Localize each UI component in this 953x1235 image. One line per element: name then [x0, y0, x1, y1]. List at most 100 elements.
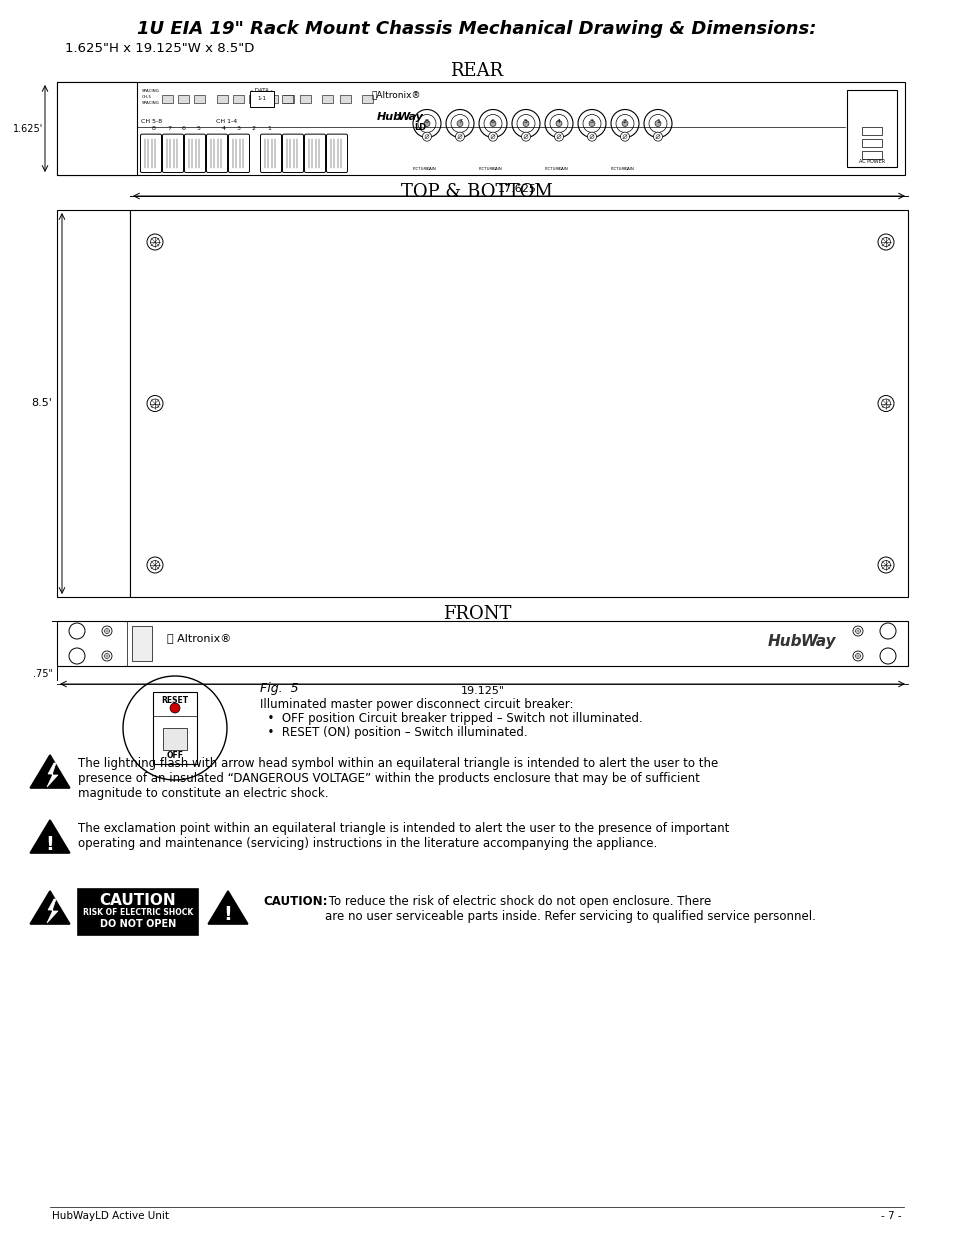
Text: ⓐAltronix®: ⓐAltronix®	[372, 90, 421, 99]
Bar	[862, 127, 882, 135]
Circle shape	[456, 121, 462, 126]
Text: FRONT: FRONT	[442, 605, 511, 622]
Circle shape	[488, 132, 497, 141]
Text: OFF: OFF	[167, 751, 183, 760]
Circle shape	[423, 121, 430, 126]
Bar	[283, 95, 294, 103]
Text: 1.625"H x 19.125"W x 8.5"D: 1.625"H x 19.125"W x 8.5"D	[65, 42, 254, 56]
Bar	[249, 95, 260, 103]
Circle shape	[69, 648, 85, 664]
Circle shape	[621, 121, 627, 126]
Bar	[282, 95, 293, 103]
Circle shape	[556, 121, 561, 126]
Circle shape	[877, 233, 893, 249]
Text: 1: 1	[267, 126, 271, 131]
Text: PICTURE: PICTURE	[610, 167, 627, 170]
Text: 1-1: 1-1	[257, 96, 266, 101]
Text: 4: 4	[222, 126, 226, 131]
Circle shape	[877, 557, 893, 573]
Text: CH 1-4: CH 1-4	[216, 119, 237, 124]
Bar	[233, 95, 244, 103]
Circle shape	[881, 399, 889, 408]
FancyBboxPatch shape	[184, 135, 205, 173]
Text: 7: 7	[457, 119, 461, 124]
Circle shape	[522, 121, 529, 126]
Bar	[862, 140, 882, 147]
Circle shape	[457, 135, 461, 138]
Text: Hub: Hub	[376, 111, 402, 121]
Text: 2: 2	[252, 126, 255, 131]
Circle shape	[588, 121, 595, 126]
FancyBboxPatch shape	[206, 135, 227, 173]
Bar	[267, 95, 277, 103]
Bar	[132, 626, 152, 661]
Text: SPACING: SPACING	[142, 89, 160, 93]
Text: 1U EIA 19" Rack Mount Chassis Mechanical Drawing & Dimensions:: 1U EIA 19" Rack Mount Chassis Mechanical…	[137, 20, 816, 38]
Text: PICTURE: PICTURE	[544, 167, 560, 170]
Bar	[339, 95, 351, 103]
FancyBboxPatch shape	[229, 135, 250, 173]
Circle shape	[589, 135, 594, 138]
Circle shape	[582, 115, 600, 132]
Circle shape	[102, 651, 112, 661]
Polygon shape	[47, 763, 58, 787]
Circle shape	[151, 561, 159, 569]
Circle shape	[619, 132, 629, 141]
Circle shape	[587, 132, 596, 141]
Bar	[57, 621, 907, 666]
Text: 5: 5	[196, 126, 201, 131]
Text: 4: 4	[557, 119, 560, 124]
Circle shape	[151, 237, 159, 247]
Circle shape	[879, 622, 895, 638]
Text: GAIN: GAIN	[493, 167, 502, 170]
Text: PICTURE: PICTURE	[413, 167, 429, 170]
Text: CH 5-8: CH 5-8	[141, 119, 162, 124]
Text: GAIN: GAIN	[427, 167, 436, 170]
Text: CAUTION: CAUTION	[99, 893, 176, 908]
Bar	[216, 95, 228, 103]
Bar	[78, 889, 198, 935]
Circle shape	[877, 395, 893, 411]
FancyBboxPatch shape	[260, 135, 281, 173]
Text: ⓐ Altronix®: ⓐ Altronix®	[167, 634, 231, 643]
Text: 3: 3	[589, 119, 594, 124]
Circle shape	[451, 115, 469, 132]
Text: - DATA -: - DATA -	[251, 88, 273, 93]
Circle shape	[455, 132, 464, 141]
Circle shape	[446, 110, 474, 137]
Circle shape	[517, 115, 535, 132]
Circle shape	[424, 135, 429, 138]
Bar	[130, 210, 907, 597]
Text: 17.625': 17.625'	[497, 184, 539, 194]
Polygon shape	[30, 755, 70, 788]
Circle shape	[147, 395, 163, 411]
Circle shape	[616, 115, 634, 132]
Bar	[846, 90, 896, 167]
Circle shape	[490, 121, 496, 126]
Circle shape	[655, 121, 660, 126]
Circle shape	[881, 237, 889, 247]
Text: DO NOT OPEN: DO NOT OPEN	[100, 919, 176, 929]
Text: The exclamation point within an equilateral triangle is intended to alert the us: The exclamation point within an equilate…	[78, 823, 729, 850]
Polygon shape	[208, 890, 248, 924]
Circle shape	[852, 651, 862, 661]
Bar	[152, 692, 196, 764]
Text: •  OFF position Circuit breaker tripped – Switch not illuminated.: • OFF position Circuit breaker tripped –…	[260, 713, 642, 725]
Bar	[57, 82, 137, 175]
Text: RISK OF ELECTRIC SHOCK: RISK OF ELECTRIC SHOCK	[83, 908, 193, 918]
Text: Way: Way	[397, 111, 423, 121]
Polygon shape	[30, 820, 70, 853]
Text: 2: 2	[622, 119, 626, 124]
Bar	[163, 727, 187, 750]
FancyBboxPatch shape	[162, 135, 183, 173]
Text: SPACING: SPACING	[142, 101, 160, 105]
Circle shape	[69, 622, 85, 638]
Circle shape	[622, 135, 626, 138]
Text: TOP & BOTTOM: TOP & BOTTOM	[400, 183, 553, 201]
Circle shape	[422, 132, 431, 141]
Text: 7: 7	[167, 126, 171, 131]
Text: GAIN: GAIN	[624, 167, 634, 170]
Circle shape	[483, 115, 501, 132]
Circle shape	[478, 110, 506, 137]
Circle shape	[170, 703, 180, 713]
